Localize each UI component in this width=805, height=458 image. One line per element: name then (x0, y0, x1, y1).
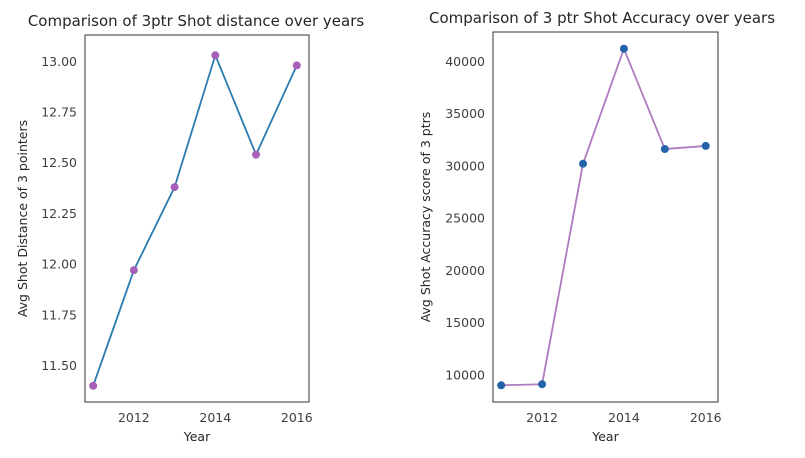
y-tick-label: 40000 (445, 54, 485, 69)
chart-title: Comparison of 3ptr Shot distance over ye… (28, 12, 365, 30)
data-point (579, 159, 587, 168)
y-tick-label: 12.75 (41, 105, 77, 120)
y-tick-label: 11.75 (41, 307, 77, 322)
y-tick-label: 12.00 (41, 257, 77, 272)
data-point (129, 266, 138, 275)
x-tick-label: 2016 (281, 410, 313, 425)
y-axis-label: Avg Shot Accuracy score of 3 ptrs (418, 112, 433, 323)
data-point (292, 61, 301, 70)
data-point (211, 51, 220, 60)
data-point (170, 183, 179, 192)
x-tick-label: 2014 (608, 410, 640, 425)
data-point (701, 141, 710, 150)
x-tick-label: 2016 (690, 410, 722, 425)
y-tick-label: 20000 (445, 263, 485, 278)
plot-frame (84, 34, 310, 403)
x-axis-label: Year (591, 429, 619, 444)
data-point (660, 145, 669, 154)
chart-panel-2: Comparison of 3 ptr Shot Accuracy over y… (418, 9, 775, 444)
y-tick-label: 35000 (445, 106, 485, 121)
x-tick-label: 2012 (118, 410, 150, 425)
y-tick-label: 10000 (445, 367, 485, 382)
x-tick-label: 2014 (199, 410, 231, 425)
chart-panel-1: Comparison of 3ptr Shot distance over ye… (15, 12, 364, 444)
y-tick-label: 12.25 (41, 206, 77, 221)
chart-title: Comparison of 3 ptr Shot Accuracy over y… (429, 9, 775, 27)
y-axis-label: Avg Shot Distance of 3 pointers (15, 120, 30, 317)
data-point (89, 381, 98, 390)
y-tick-label: 13.00 (41, 54, 77, 69)
series-line (92, 52, 298, 387)
plot-frame (492, 31, 719, 403)
y-tick-label: 12.50 (41, 155, 77, 170)
data-point (252, 150, 261, 159)
y-tick-label: 15000 (445, 315, 485, 330)
data-point (538, 380, 547, 389)
x-tick-label: 2012 (526, 410, 558, 425)
y-tick-label: 30000 (445, 158, 485, 173)
data-point (619, 44, 628, 53)
y-tick-label: 11.50 (41, 358, 77, 373)
x-axis-label: Year (183, 429, 211, 444)
series-line (501, 46, 706, 387)
y-tick-label: 25000 (445, 211, 485, 226)
data-point (497, 381, 506, 390)
